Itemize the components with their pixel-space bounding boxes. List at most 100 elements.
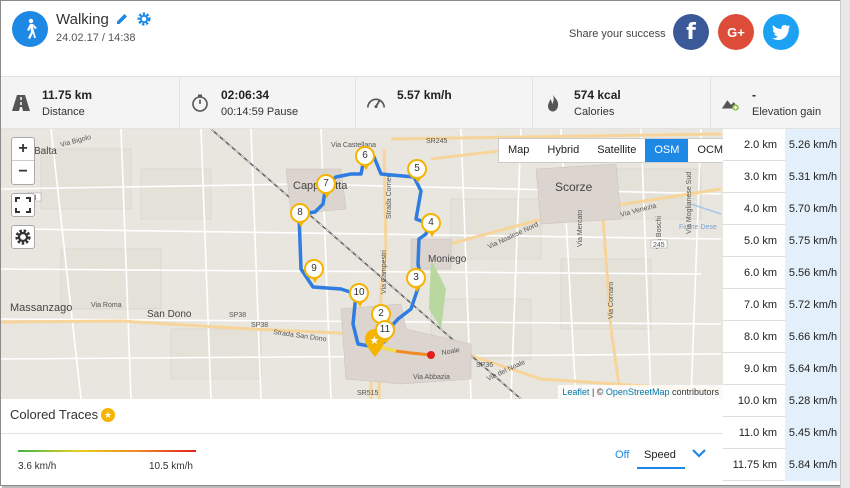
table-row: 9.0 km 5.64 km/h: [723, 353, 841, 385]
place-label: Scorze: [555, 180, 593, 194]
speedometer-icon: [367, 98, 385, 109]
km-marker[interactable]: 8: [290, 203, 310, 227]
km-marker[interactable]: 9: [304, 259, 324, 283]
road-label: SR515: [357, 390, 379, 397]
layer-osm[interactable]: OSM: [645, 139, 689, 162]
stopwatch-icon: [192, 94, 208, 112]
gradient-max-label: 10.5 km/h: [149, 461, 193, 472]
km-marker[interactable]: 5: [407, 159, 427, 183]
window-scrollbar[interactable]: [840, 0, 850, 488]
map-attribution: Leaflet | © OpenStreetMap contributors: [558, 385, 723, 399]
gear-icon[interactable]: [136, 11, 152, 27]
svg-text:245: 245: [653, 242, 665, 249]
table-row: 6.0 km 5.56 km/h: [723, 257, 841, 289]
road-label: Via Abbazia: [413, 374, 450, 381]
traces-off-toggle[interactable]: Off: [615, 449, 630, 461]
road-label: Via Castellana: [331, 142, 376, 149]
googleplus-share-button[interactable]: G+: [718, 14, 754, 50]
table-row: 11.0 km 5.45 km/h: [723, 417, 841, 449]
road-label: Strada Corner: [386, 174, 393, 219]
activity-title: Walking: [56, 11, 109, 28]
road-label: SP38: [229, 312, 246, 319]
road-icon: [12, 95, 30, 111]
osm-link[interactable]: OpenStreetMap: [605, 387, 670, 397]
road-label: Via Moglianese Sud: [686, 172, 693, 234]
stat-value: 574 kcal: [574, 88, 621, 102]
place-label: Massanzago: [10, 302, 72, 314]
road-label: Via Boschi: [656, 216, 663, 249]
table-row: 2.0 km 5.26 km/h: [723, 129, 841, 161]
splits-table: 2.0 km 5.26 km/h 3.0 km 5.31 km/h 4.0 km 5.…: [723, 129, 841, 485]
road-label: SR245: [426, 138, 448, 145]
stat-label: Distance: [42, 106, 85, 118]
road-label: Via Roma: [91, 302, 122, 309]
share-label: Share your success: [569, 28, 666, 40]
place-label: Moniego: [428, 254, 467, 265]
km-marker[interactable]: 4: [421, 213, 441, 237]
stat-duration: 02:06:34 00:14:59 Pause: [180, 77, 356, 130]
stat-value: 02:06:34: [221, 88, 270, 102]
road-label: Via Mercato: [577, 210, 584, 247]
layer-ocm[interactable]: OCM: [697, 144, 723, 156]
place-label: San Dono: [147, 309, 192, 320]
gear-icon: [15, 229, 31, 245]
activity-header: Walking 24.02.17 / 14:38 Share your succ…: [1, 1, 841, 67]
speed-gradient-bar: [18, 450, 196, 452]
twitter-share-button[interactable]: [763, 14, 799, 50]
km-marker[interactable]: 7: [316, 174, 336, 198]
zoom-in-button[interactable]: +: [12, 138, 34, 161]
edit-pencil-icon[interactable]: [115, 12, 129, 26]
table-row: 10.0 km 5.28 km/h: [723, 385, 841, 417]
colored-traces-title: Colored Traces: [10, 407, 99, 422]
table-row: 11.75 km 5.84 km/h: [723, 449, 841, 481]
map-layer-switcher: Map Hybrid Satellite OSM OCM: [498, 138, 723, 163]
stat-elevation: - Elevation gain: [711, 77, 847, 130]
road-label: SP36: [476, 362, 493, 369]
activity-date: 24.02.17 / 14:38: [56, 32, 136, 44]
road-label: Noale: [441, 347, 460, 357]
table-row: 8.0 km 5.66 km/h: [723, 321, 841, 353]
leaflet-link[interactable]: Leaflet: [562, 387, 590, 397]
stat-calories: 574 kcal Calories: [533, 77, 711, 130]
map-settings-button[interactable]: [11, 225, 35, 249]
facebook-icon: f: [686, 19, 696, 45]
layer-hybrid[interactable]: Hybrid: [547, 144, 580, 156]
layer-map[interactable]: Map: [508, 144, 530, 156]
stat-label: 00:14:59 Pause: [221, 106, 299, 118]
end-point-icon[interactable]: [427, 351, 435, 359]
chevron-down-icon[interactable]: [691, 447, 707, 459]
place-label: Balta: [34, 146, 57, 157]
googleplus-icon: G+: [727, 24, 745, 40]
road-label: Via Cornaro: [608, 282, 615, 319]
divider: [1, 433, 723, 434]
table-row: 3.0 km 5.31 km/h: [723, 161, 841, 193]
km-marker[interactable]: 10: [349, 283, 369, 307]
road-label: Via Bigolo: [60, 134, 92, 149]
road-label: Via Campestri: [381, 250, 388, 294]
km-marker[interactable]: 11: [375, 320, 395, 344]
km-marker[interactable]: 3: [406, 268, 426, 292]
zoom-control: + −: [11, 137, 35, 185]
road-label: SP38: [251, 322, 268, 329]
elevation-icon: [721, 100, 740, 111]
layer-satellite[interactable]: Satellite: [597, 144, 637, 156]
stat-label: Calories: [574, 106, 615, 118]
stat-value: 11.75 km: [42, 88, 93, 102]
trace-metric-select[interactable]: Speed: [637, 444, 685, 469]
place-label: Capp: [293, 180, 319, 192]
table-row: 5.0 km 5.75 km/h: [723, 225, 841, 257]
route-map[interactable]: Capp etta Scorze Moniego Massanzago San …: [1, 129, 723, 399]
fullscreen-button[interactable]: [11, 193, 35, 217]
table-row: 7.0 km 5.72 km/h: [723, 289, 841, 321]
table-row: 4.0 km 5.70 km/h: [723, 193, 841, 225]
gradient-min-label: 3.6 km/h: [18, 461, 57, 472]
twitter-bird-icon: [772, 24, 790, 40]
facebook-share-button[interactable]: f: [673, 14, 709, 50]
premium-star-icon: ★: [101, 408, 115, 422]
stat-distance: 11.75 km Distance: [1, 77, 180, 130]
stat-label: Elevation gain: [752, 106, 822, 118]
stat-value: -: [752, 88, 756, 102]
zoom-out-button[interactable]: −: [18, 163, 28, 180]
km-marker[interactable]: 6: [355, 146, 375, 170]
